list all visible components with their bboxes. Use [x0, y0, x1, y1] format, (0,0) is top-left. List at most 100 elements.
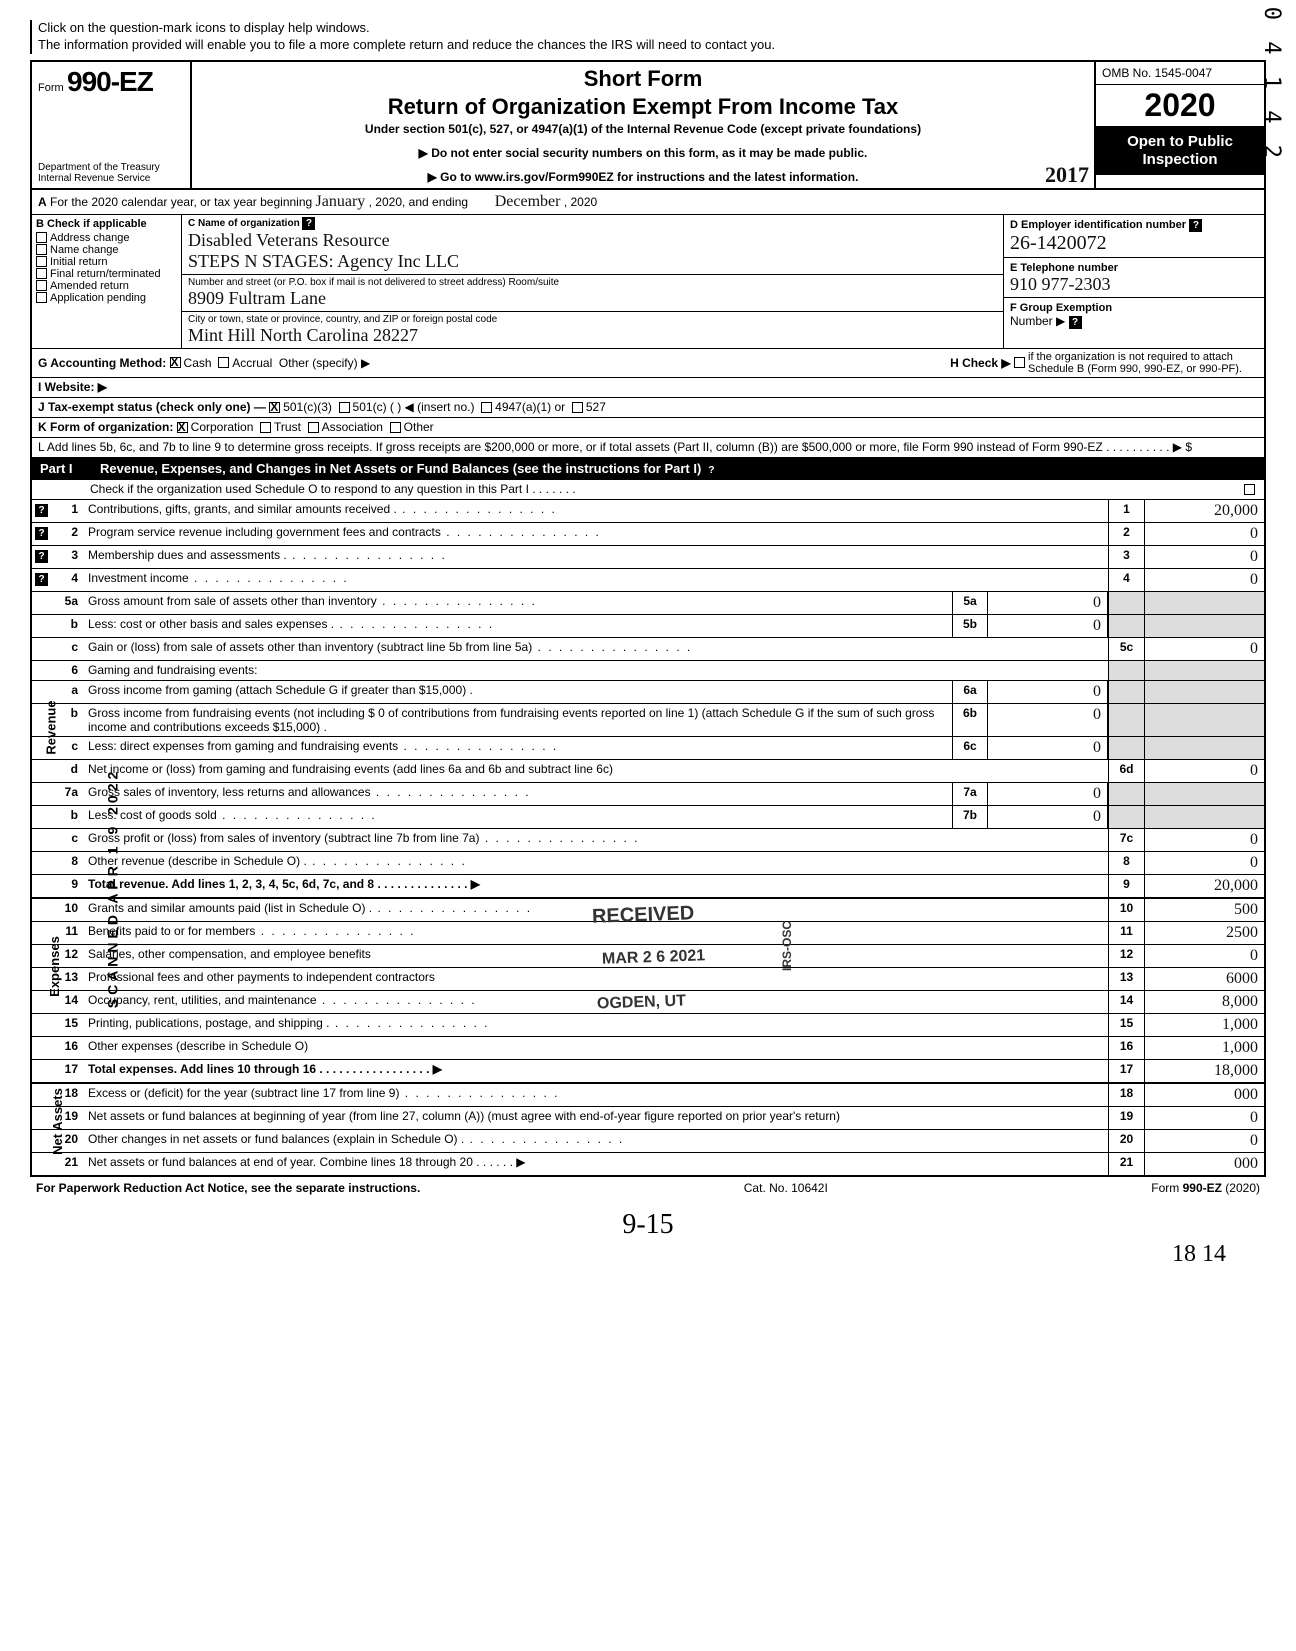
street-hand: 8909 Fultram Lane [188, 288, 326, 308]
help-icon[interactable]: ? [35, 550, 48, 563]
l19-rn: 19 [1108, 1107, 1144, 1129]
b-item-1: Name change [50, 244, 119, 256]
dept-line-2: Internal Revenue Service [38, 173, 150, 184]
l17-desc: Total expenses. Add lines 10 through 16 … [88, 1062, 442, 1076]
l16-val: 1,000 [1144, 1037, 1264, 1059]
l7b-mv: 0 [988, 806, 1108, 828]
l9-rn: 9 [1108, 875, 1144, 897]
goto-line: ▶ Go to www.irs.gov/Form990EZ for instru… [428, 170, 859, 184]
l7c-rn: 7c [1108, 829, 1144, 851]
chk-other-org[interactable] [390, 422, 401, 433]
chk-schedule-o-part1[interactable] [1244, 484, 1255, 495]
return-title: Return of Organization Exempt From Incom… [202, 94, 1084, 120]
chk-cash[interactable] [170, 357, 181, 368]
chk-501c3[interactable] [269, 402, 280, 413]
l5b-mv: 0 [988, 615, 1108, 637]
l2-rn: 2 [1108, 523, 1144, 545]
vertical-doc-number: 2 9 4 9 2 0 0 8 0 4 1 4 2 [1259, 0, 1284, 162]
chk-accrual[interactable] [218, 357, 229, 368]
chk-amended-return[interactable] [36, 280, 47, 291]
l12-val: 0 [1144, 945, 1264, 967]
l6d-num: d [54, 760, 84, 782]
l8-num: 8 [54, 852, 84, 874]
chk-trust[interactable] [260, 422, 271, 433]
f-label-2: Number ▶ [1010, 314, 1065, 328]
chk-schedule-b[interactable] [1014, 357, 1025, 368]
chk-final-return[interactable] [36, 268, 47, 279]
l21-desc: Net assets or fund balances at end of ye… [84, 1153, 1108, 1175]
l4-val: 0 [1144, 569, 1264, 591]
received-stamp: RECEIVED [592, 902, 695, 929]
l1-desc: Contributions, gifts, grants, and simila… [84, 500, 1108, 522]
chk-501c[interactable] [339, 402, 350, 413]
l12-rn: 12 [1108, 945, 1144, 967]
g-accrual: Accrual [232, 356, 272, 370]
l10-val: 500 [1144, 899, 1264, 921]
tax-year: 2020 [1096, 85, 1264, 127]
l21-val: 000 [1144, 1153, 1264, 1175]
k-trust: Trust [274, 420, 301, 434]
footer-mid: Cat. No. 10642I [744, 1181, 828, 1195]
l2-desc: Program service revenue including govern… [84, 523, 1108, 545]
l7a-desc: Gross sales of inventory, less returns a… [84, 783, 952, 805]
l7a-mv: 0 [988, 783, 1108, 805]
b-item-5: Application pending [50, 292, 146, 304]
row-k: K Form of organization: Corporation Trus… [32, 418, 1264, 438]
bottom-right-hand: 18 14 [30, 1241, 1266, 1268]
chk-association[interactable] [308, 422, 319, 433]
h-text: if the organization is not required to a… [1028, 351, 1258, 375]
l15-val: 1,000 [1144, 1014, 1264, 1036]
open-line-1: Open to Public [1127, 133, 1233, 150]
l10-rn: 10 [1108, 899, 1144, 921]
l13-rn: 13 [1108, 968, 1144, 990]
l13-desc: Professional fees and other payments to … [84, 968, 1108, 990]
l-text: L Add lines 5b, 6c, and 7b to line 9 to … [38, 440, 1192, 454]
row-a: A For the 2020 calendar year, or tax yea… [32, 190, 1264, 215]
l18-desc: Excess or (deficit) for the year (subtra… [84, 1084, 1108, 1106]
chk-application-pending[interactable] [36, 292, 47, 303]
l6d-rn: 6d [1108, 760, 1144, 782]
l1-val: 20,000 [1144, 500, 1264, 522]
j-opt3: 4947(a)(1) or [495, 400, 565, 414]
open-line-2: Inspection [1142, 151, 1217, 168]
e-label: E Telephone number [1010, 262, 1118, 274]
l7a-num: 7a [54, 783, 84, 805]
l5a-mv: 0 [988, 592, 1108, 614]
revenue-section: SCANNED APR 1 9 2022 Revenue ?1Contribut… [32, 500, 1264, 899]
l3-val: 0 [1144, 546, 1264, 568]
help-icon[interactable]: ? [35, 573, 48, 586]
chk-name-change[interactable] [36, 244, 47, 255]
j-label: J Tax-exempt status (check only one) — [38, 400, 266, 414]
l6a-mv: 0 [988, 681, 1108, 703]
net-assets-section: Net Assets 18Excess or (deficit) for the… [32, 1084, 1264, 1175]
chk-4947[interactable] [481, 402, 492, 413]
col-c: C Name of organization ? Disabled Vetera… [182, 215, 1004, 348]
l7c-num: c [54, 829, 84, 851]
row-g: G Accounting Method: Cash Accrual Other … [32, 349, 1264, 378]
g-other: Other (specify) ▶ [279, 356, 370, 370]
g-label: G Accounting Method: [38, 356, 166, 370]
help-icon[interactable]: ? [35, 504, 48, 517]
l12-desc: Salaries, other compensation, and employ… [84, 945, 1108, 967]
help-icon[interactable]: ? [35, 527, 48, 540]
chk-corporation[interactable] [177, 422, 188, 433]
l9-desc: Total revenue. Add lines 1, 2, 3, 4, 5c,… [88, 877, 480, 891]
help-icon[interactable]: ? [705, 464, 718, 477]
l16-desc: Other expenses (describe in Schedule O) [84, 1037, 1108, 1059]
top-line-1: Click on the question-mark icons to disp… [38, 20, 370, 35]
chk-initial-return[interactable] [36, 256, 47, 267]
l21-num: 21 [54, 1153, 84, 1175]
l5a-num: 5a [54, 592, 84, 614]
section-bcde: B Check if applicable Address change Nam… [32, 215, 1264, 349]
l14-rn: 14 [1108, 991, 1144, 1013]
l5a-desc: Gross amount from sale of assets other t… [84, 592, 952, 614]
k-assoc: Association [322, 420, 383, 434]
l7b-num: b [54, 806, 84, 828]
l9-num: 9 [54, 875, 84, 897]
chk-address-change[interactable] [36, 232, 47, 243]
l6c-mn: 6c [952, 737, 988, 759]
part-1-title: Revenue, Expenses, and Changes in Net As… [100, 461, 701, 476]
l19-desc: Net assets or fund balances at beginning… [84, 1107, 1108, 1129]
chk-527[interactable] [572, 402, 583, 413]
name-label: C Name of organization [188, 218, 300, 229]
